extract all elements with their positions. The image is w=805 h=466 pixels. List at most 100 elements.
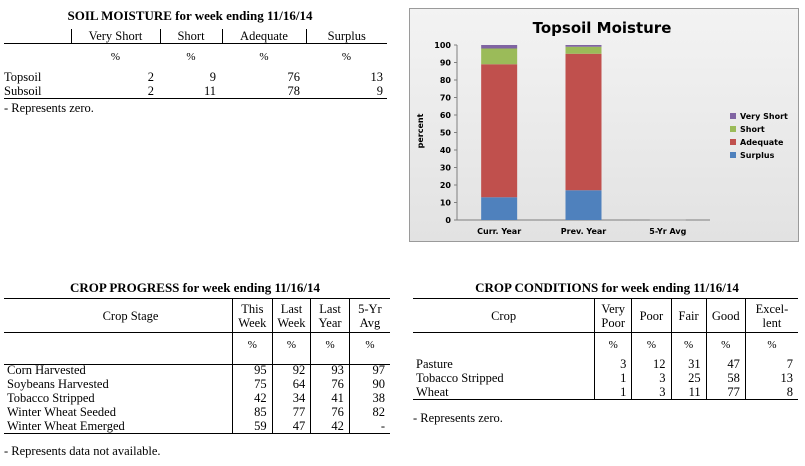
cell-value: 11: [671, 385, 707, 400]
cell-value: 38: [372, 391, 386, 405]
cell-value: -: [380, 419, 385, 433]
progress-col-last-week: Last Week: [272, 298, 312, 333]
header-line: Week: [238, 315, 267, 330]
cell-value: 3: [631, 371, 672, 385]
cell-value: 2: [147, 83, 154, 98]
bar-very-short: [565, 45, 602, 47]
soil-moisture-table: Very Short Short Adequate Surplus % % % …: [4, 29, 387, 99]
row-label: Topsoil: [4, 69, 42, 84]
unit-label: %: [671, 332, 707, 357]
progress-row: Tobacco Stripped 42 34 41 38: [4, 391, 390, 405]
cell-value: 13: [780, 371, 794, 385]
cell-value: 75: [232, 377, 273, 391]
cell-value: 78: [287, 83, 301, 98]
conditions-col-very-poor: Very Poor: [594, 298, 633, 333]
y-tick-label: 40: [440, 146, 452, 155]
cell-value: 59: [232, 419, 273, 434]
topsoil-moisture-chart: Topsoil Moisture percent 0 10 20 30 40 50 60 70…: [409, 8, 799, 242]
legend-label: Surplus: [740, 151, 775, 160]
conditions-col-poor: Poor: [631, 298, 672, 333]
cell-value: 95: [232, 363, 273, 377]
x-tick-label: 5-Yr Avg: [649, 227, 686, 236]
row-label: Tobacco Stripped: [4, 391, 234, 405]
progress-note: - Represents data not available.: [4, 444, 161, 458]
cell-value: 42: [310, 419, 350, 434]
unit-label: %: [310, 332, 350, 357]
conditions-row: Tobacco Stripped 1 3 25 58 13: [413, 371, 798, 385]
y-tick-label: 30: [440, 164, 452, 173]
bar-short: [565, 46, 602, 54]
soil-col-very-short: Very Short: [71, 29, 161, 44]
cell-value: 8: [786, 385, 793, 399]
cell-value: 1: [594, 385, 633, 400]
unit-label: %: [594, 332, 633, 357]
unit-label: %: [259, 50, 269, 63]
unit-label: %: [706, 332, 746, 357]
conditions-col-fair: Fair: [671, 298, 707, 333]
cell-value: 11: [203, 83, 216, 98]
row-label: Wheat: [413, 385, 596, 400]
chart-legend: Very Short Short Adequate Surplus: [730, 112, 788, 160]
x-tick-label: Prev. Year: [561, 227, 607, 236]
soil-col-surplus: Surplus: [327, 29, 366, 43]
header-line: Week: [277, 315, 306, 330]
soil-col-short: Short: [160, 29, 223, 44]
cell-value: 77: [706, 385, 746, 400]
conditions-header-row: Crop Very Poor Poor Fair Good Excel-lent: [413, 298, 798, 333]
y-tick-label: 100: [434, 41, 451, 50]
y-tick-label: 70: [440, 94, 452, 103]
cell-value: 85: [232, 405, 273, 419]
progress-unit-row: % % % %: [4, 332, 390, 357]
y-tick-label: 50: [440, 129, 452, 138]
unit-label: %: [186, 50, 196, 63]
soil-unit-row: % % % %: [4, 44, 387, 70]
unit-label: %: [272, 332, 312, 357]
progress-row: [4, 356, 390, 365]
cell-value: 1: [594, 371, 633, 385]
legend-label: Very Short: [740, 112, 788, 121]
cell-value: 77: [272, 405, 312, 419]
row-label: Subsoil: [4, 83, 42, 98]
cell-value: 9: [209, 69, 216, 84]
cell-value: 76: [287, 69, 301, 84]
legend-swatch: [730, 139, 736, 145]
conditions-row: Pasture 3 12 31 47 7: [413, 357, 798, 371]
bar-adequate: [565, 53, 602, 191]
cell-value: 13: [370, 69, 384, 84]
bar-surplus: [565, 190, 602, 220]
bar-surplus: [481, 197, 518, 220]
conditions-unit-row: % % % % %: [413, 332, 798, 357]
cell-value: 92: [272, 363, 312, 377]
y-axis-label: percent: [416, 113, 425, 148]
conditions-col-excellent: Excel-lent: [745, 299, 798, 333]
cell-value: 41: [310, 391, 350, 405]
soil-header-row: Very Short Short Adequate Surplus: [4, 29, 387, 44]
conditions-col-crop: Crop: [413, 298, 596, 333]
y-tick-label: 90: [440, 59, 452, 68]
bar-adequate: [481, 64, 518, 198]
header-line: Avg: [359, 315, 381, 330]
cell-value: 42: [232, 391, 273, 405]
cell-value: 31: [671, 357, 707, 371]
cell-value: 47: [272, 419, 312, 434]
cell-value: 34: [272, 391, 312, 405]
cell-value: 9: [376, 83, 383, 98]
unit-label: %: [631, 332, 672, 357]
unit-label: %: [110, 50, 121, 63]
cell-value: 76: [310, 405, 350, 419]
cell-value: 7: [786, 357, 793, 371]
crop-conditions-body: Pasture 3 12 31 47 7 Tobacco Stripped 1 3 25 58 13 W…: [413, 357, 798, 400]
header-line: 5-Yr: [358, 301, 382, 316]
chart-canvas: Topsoil Moisture percent 0 10 20 30 40 50 60 70…: [416, 19, 788, 236]
chart-bars: [481, 45, 686, 221]
conditions-row: Wheat 1 3 11 77 8: [413, 385, 798, 400]
cell-value: 76: [310, 377, 350, 391]
y-tick-label: 10: [440, 199, 452, 208]
progress-row: Soybeans Harvested 75 64 76 90: [4, 377, 390, 391]
progress-row: Corn Harvested 95 92 93 97: [4, 363, 390, 377]
header-line: Poor: [601, 315, 626, 330]
crop-progress-table: Crop Stage This Week Last Week Last Year 5-…: [4, 298, 390, 365]
row-label: Pasture: [413, 357, 596, 371]
crop-conditions-section: CROP CONDITIONS for week ending 11/16/14…: [413, 280, 801, 425]
row-label: Winter Wheat Emerged: [4, 419, 234, 434]
